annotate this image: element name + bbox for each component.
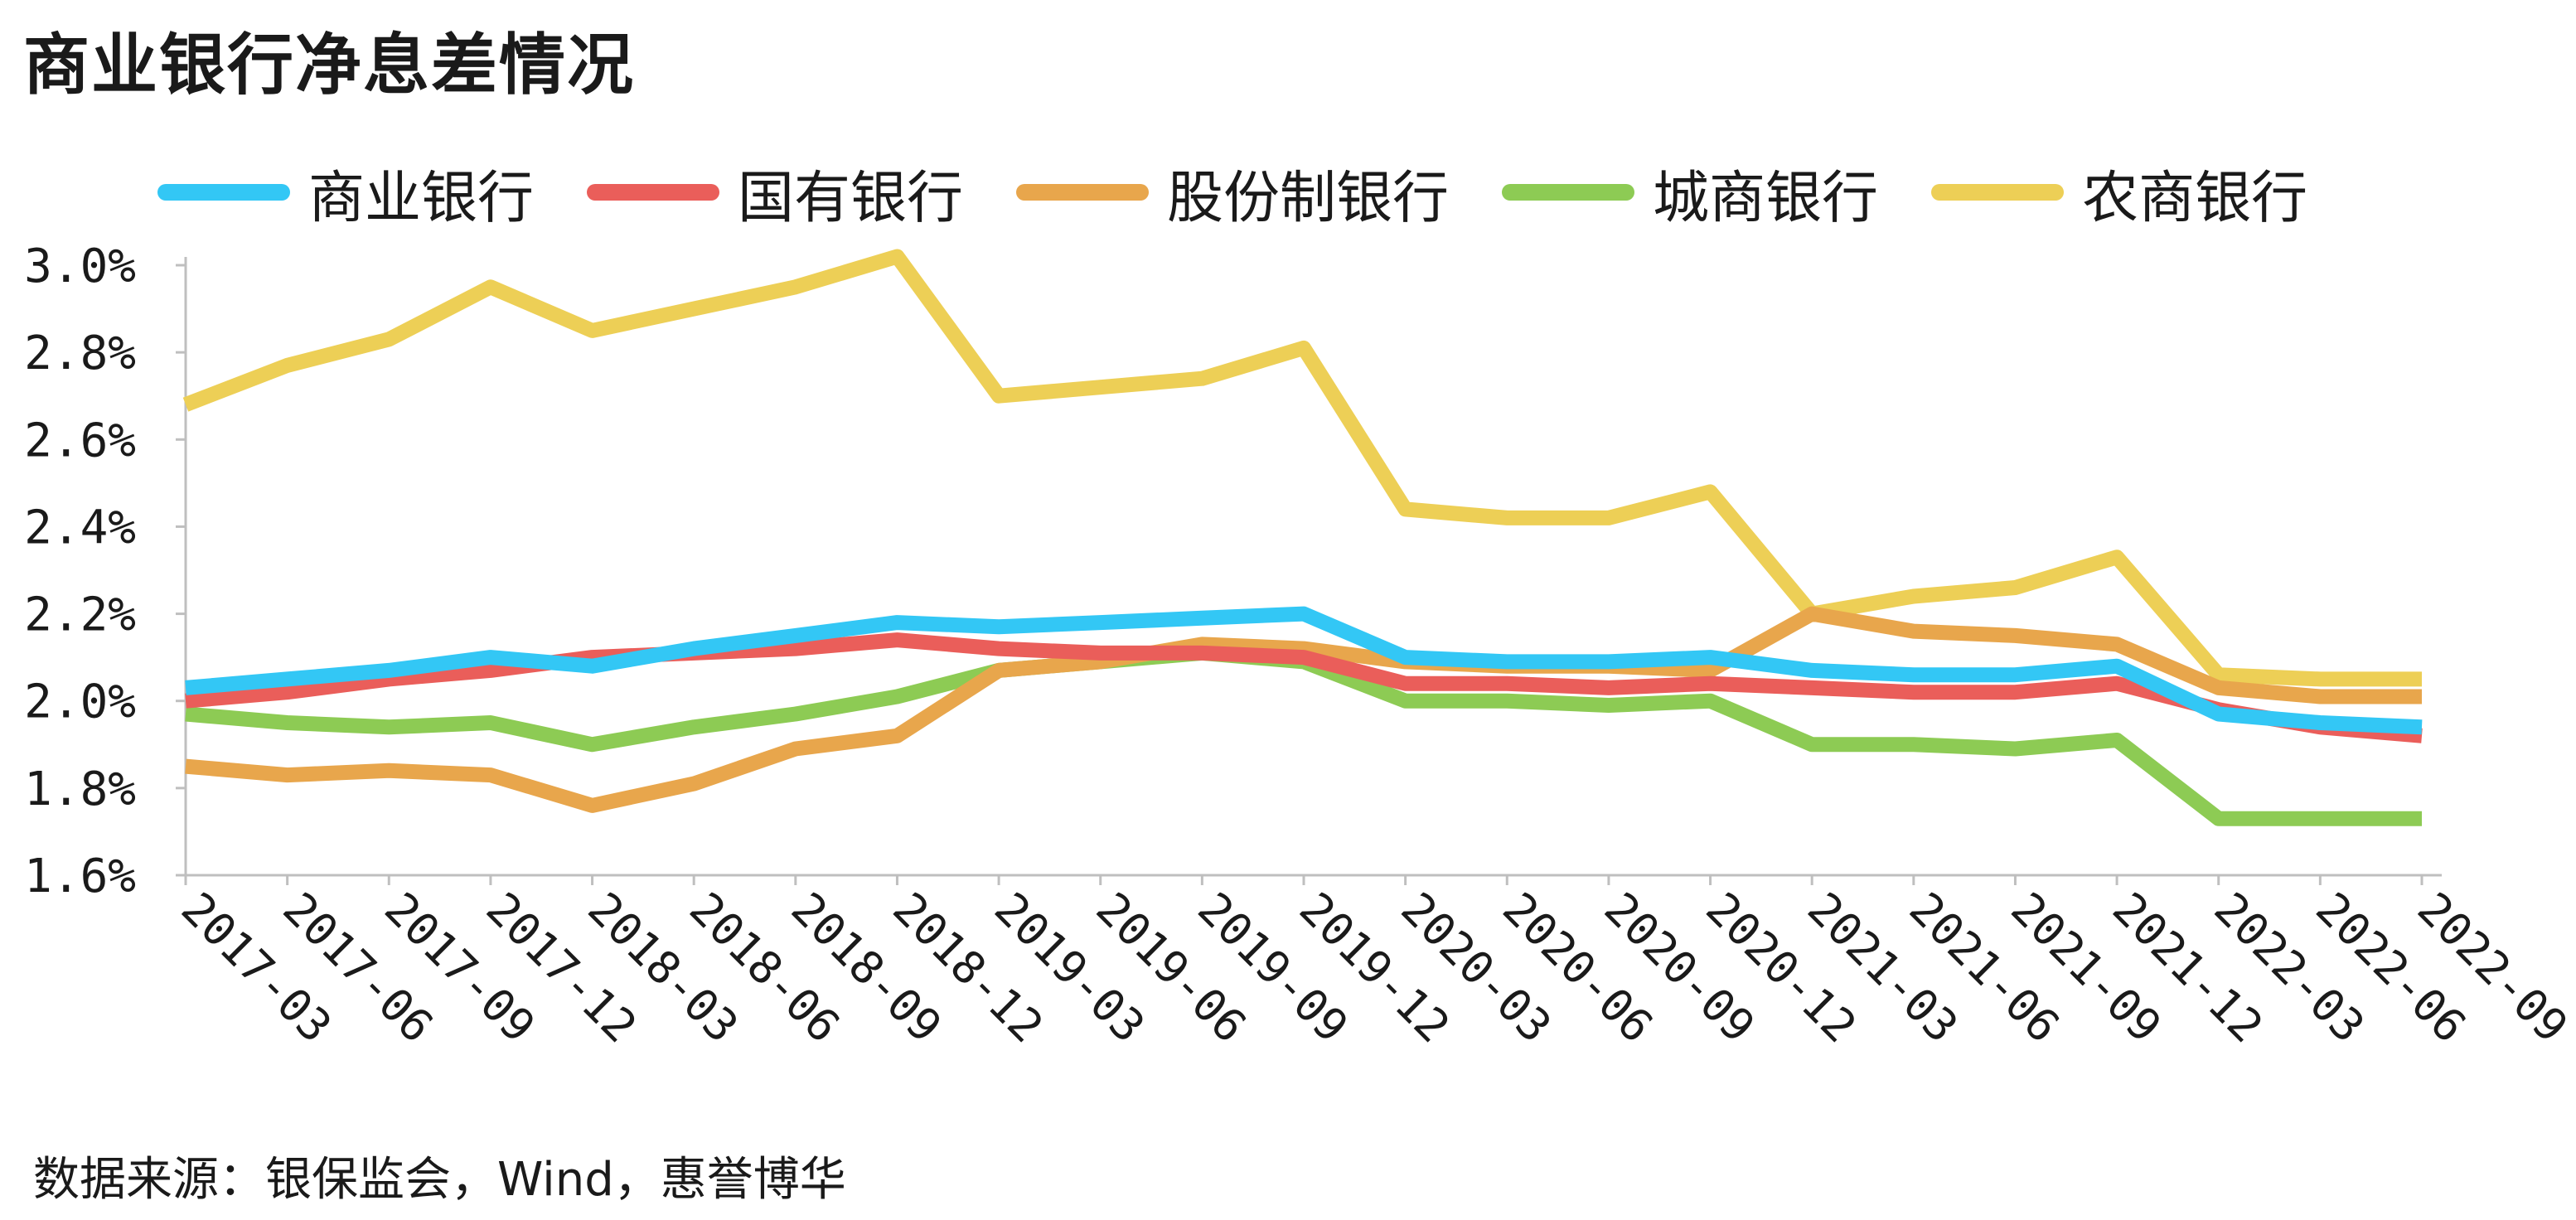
series-line-4 — [185, 645, 2422, 826]
y-tick-label: 2.2% — [24, 588, 136, 642]
y-tick-label: 2.0% — [24, 675, 136, 729]
chart-title: 商业银行净息差情况 — [23, 27, 635, 104]
legend-item-4: 城商银行 — [1502, 152, 1878, 234]
legend-swatch — [157, 184, 290, 201]
legend-label: 国有银行 — [738, 165, 964, 231]
y-tick-label: 2.6% — [24, 414, 136, 467]
legend-item-3: 股份制银行 — [1016, 152, 1449, 234]
legend-swatch — [1502, 184, 1635, 201]
legend-label: 股份制银行 — [1167, 165, 1450, 231]
legend-swatch — [1016, 184, 1150, 201]
series-line-3 — [185, 606, 2422, 813]
chart-series — [182, 249, 2423, 826]
legend-item-1: 商业银行 — [157, 152, 534, 234]
y-tick-label: 1.8% — [24, 762, 136, 816]
y-tick-label: 2.8% — [24, 327, 136, 380]
y-axis-ticks: 1.6% 1.8% 2.0% 2.2% 2.4% 2.6% 2.8% 3.0% — [24, 240, 186, 903]
legend-item-2: 国有银行 — [587, 152, 963, 234]
y-tick-label: 1.6% — [24, 850, 136, 903]
legend-label: 农商银行 — [2082, 165, 2308, 231]
source-note: 数据来源：银保监会，Wind，惠誉博华 — [33, 1153, 846, 1207]
legend-swatch — [587, 184, 720, 201]
y-tick-label: 2.4% — [24, 501, 136, 554]
legend-item-5: 农商银行 — [1931, 152, 2307, 234]
legend-label: 城商银行 — [1653, 165, 1879, 231]
series-line-1 — [185, 606, 2423, 735]
series-line-5 — [182, 249, 2422, 687]
chart-legend: 商业银行 国有银行 股份制银行 城商银行 农商银行 — [157, 151, 2361, 234]
legend-swatch — [1931, 184, 2065, 201]
legend-label: 商业银行 — [308, 165, 535, 231]
x-axis-ticks: 2017-032017-062017-092017-122018-032018-… — [172, 875, 2576, 1053]
y-tick-label: 3.0% — [24, 240, 136, 293]
